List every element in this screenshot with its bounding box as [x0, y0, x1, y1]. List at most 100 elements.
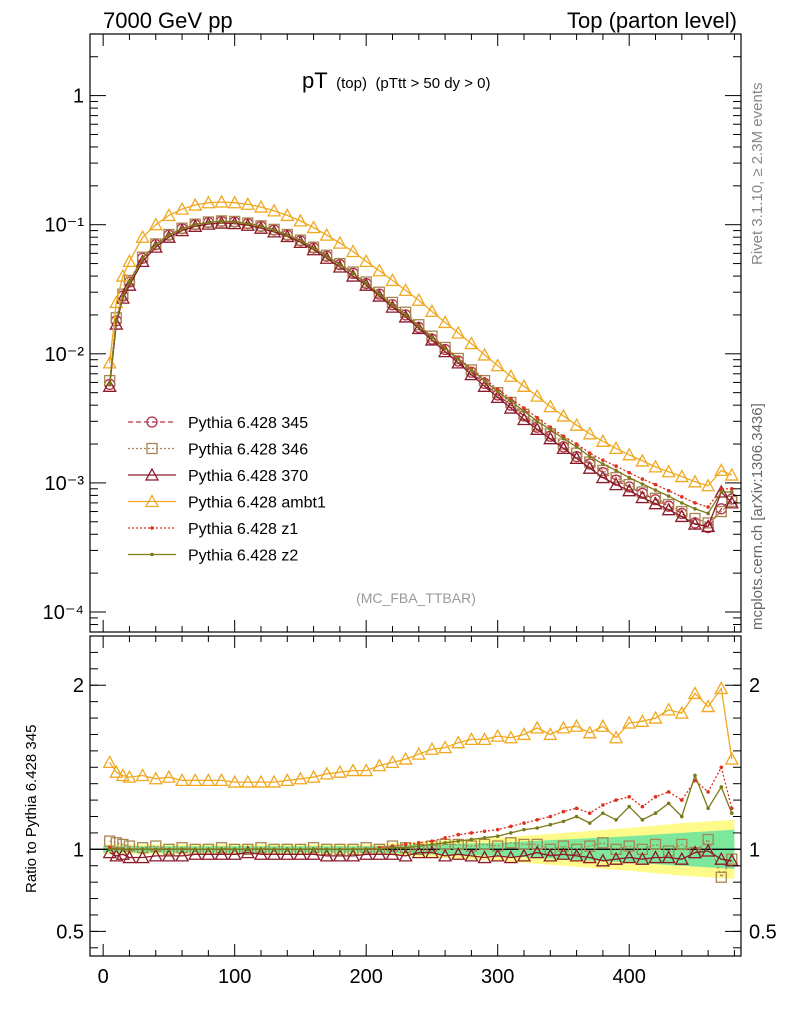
marker-ambt1-7 [174, 201, 190, 215]
marker-z1-39 [601, 458, 605, 462]
marker-ambt1-31 [490, 358, 505, 372]
marker-z2-24 [403, 845, 408, 850]
marker-ambt1-44 [661, 702, 676, 716]
legend: Pythia 6.428 345 Pythia 6.428 346 Pythia 6… [128, 415, 326, 565]
marker-p370-12 [240, 845, 255, 859]
marker-z2-31 [495, 834, 500, 839]
marker-z2-19 [338, 847, 342, 852]
marker-p370-11 [227, 846, 242, 860]
marker-z2-0 [107, 381, 112, 386]
marker-ambt1-16 [293, 771, 308, 785]
marker-z1-45 [680, 798, 684, 802]
marker-p370-14 [267, 846, 282, 860]
marker-z1-33 [522, 406, 526, 410]
marker-ambt1-33 [516, 727, 532, 741]
marker-p370-37 [569, 450, 584, 464]
marker-z1-40 [614, 464, 618, 468]
plot-title-sub2: (pTtt > 50 dy > 0) [375, 75, 490, 92]
marker-z2-32 [509, 399, 513, 403]
marker-z1-36 [561, 809, 566, 814]
marker-p370-18 [319, 848, 334, 862]
marker-z2-45 [680, 501, 684, 505]
marker-ambt1-18 [319, 766, 334, 780]
marker-z2-7 [180, 226, 184, 231]
marker-p346-7 [176, 222, 188, 234]
marker-ambt1-9 [201, 195, 216, 209]
marker-p370-44 [661, 502, 676, 516]
marker-p370-6 [161, 848, 177, 862]
marker-z2-6 [167, 847, 171, 852]
marker-ambt1-45 [674, 469, 689, 483]
marker-p370-24 [398, 848, 413, 862]
marker-z2-43 [653, 488, 658, 492]
plot-title: pT (top) (pTtt > 50 dy > 0) [302, 68, 491, 93]
marker-z1-25 [416, 840, 421, 845]
marker-z2-38 [587, 454, 592, 459]
marker-z1-39 [601, 803, 605, 807]
marker-p370-17 [306, 846, 321, 860]
marker-ambt1-20 [345, 763, 361, 777]
marker-z1-38 [587, 451, 592, 455]
plot-title-sub1: (top) [336, 75, 367, 92]
series-line-ambt1 [109, 686, 733, 783]
marker-ambt1-34 [530, 388, 545, 402]
marker-z2-4 [140, 847, 145, 852]
marker-z1-48 [719, 765, 724, 770]
marker-z2-25 [416, 324, 421, 328]
ratio-axes: 2 2 1 1 0.5 0.5 0 100 200 300 400 [56, 635, 777, 988]
marker-p370-41 [622, 850, 637, 864]
marker-ambt1-35 [543, 727, 558, 741]
marker-p370-32 [503, 400, 518, 414]
marker-p370-19 [332, 848, 347, 862]
marker-p370-36 [556, 846, 571, 860]
marker-p346-14 [268, 223, 280, 236]
marker-z1-32 [509, 824, 513, 829]
marker-z2-49 [729, 490, 734, 494]
marker-ambt1-49 [724, 467, 739, 481]
marker-p370-10 [214, 846, 229, 860]
main-frame [89, 33, 742, 633]
marker-p370-36 [556, 441, 571, 455]
marker-ambt1-23 [385, 273, 400, 287]
marker-p346-41 [623, 478, 635, 491]
marker-z1-43 [653, 795, 658, 799]
marker-p370-24 [398, 309, 413, 323]
marker-z2-41 [627, 804, 632, 809]
legend-label-z1: Pythia 6.428 z1 [188, 521, 298, 538]
marker-ambt1-38 [582, 426, 597, 440]
marker-ambt1-21 [359, 763, 374, 777]
marker-legend-z2-5 [150, 552, 154, 557]
marker-ambt1-3 [122, 769, 137, 783]
marker-ambt1-40 [608, 441, 624, 455]
marker-ambt1-27 [437, 315, 453, 329]
marker-p370-5 [148, 848, 163, 862]
marker-p346-32 [505, 837, 517, 849]
marker-z1-40 [614, 798, 618, 802]
marker-z2-18 [324, 847, 329, 852]
legend-label-z2: Pythia 6.428 z2 [188, 548, 298, 565]
marker-ambt1-12 [240, 196, 255, 210]
marker-p346-44 [663, 845, 675, 857]
marker-z2-4 [140, 256, 145, 261]
marker-z2-22 [377, 847, 382, 852]
marker-z1-27 [443, 836, 447, 840]
marker-z2-2 [121, 847, 125, 852]
ratio-xtick-label-4: 400 [613, 966, 646, 988]
marker-p370-3 [122, 850, 137, 864]
marker-z2-42 [640, 817, 645, 822]
marker-z1-47 [706, 790, 710, 794]
marker-z1-29 [469, 831, 474, 835]
marker-p370-2 [115, 846, 130, 860]
marker-p346-13 [255, 842, 267, 854]
marker-z1-33 [522, 821, 526, 825]
marker-p346-10 [215, 842, 228, 854]
ratio-series-group [102, 681, 739, 883]
marker-z1-44 [666, 790, 671, 794]
marker-z2-29 [469, 368, 474, 372]
main-ytick-label-3: 10⁻³ [45, 473, 85, 495]
marker-z2-5 [153, 242, 158, 247]
ratio-ylabel: Ratio to Pythia 6.428 345 [23, 725, 40, 893]
marker-z2-15 [285, 233, 290, 237]
marker-p370-26 [424, 845, 440, 859]
